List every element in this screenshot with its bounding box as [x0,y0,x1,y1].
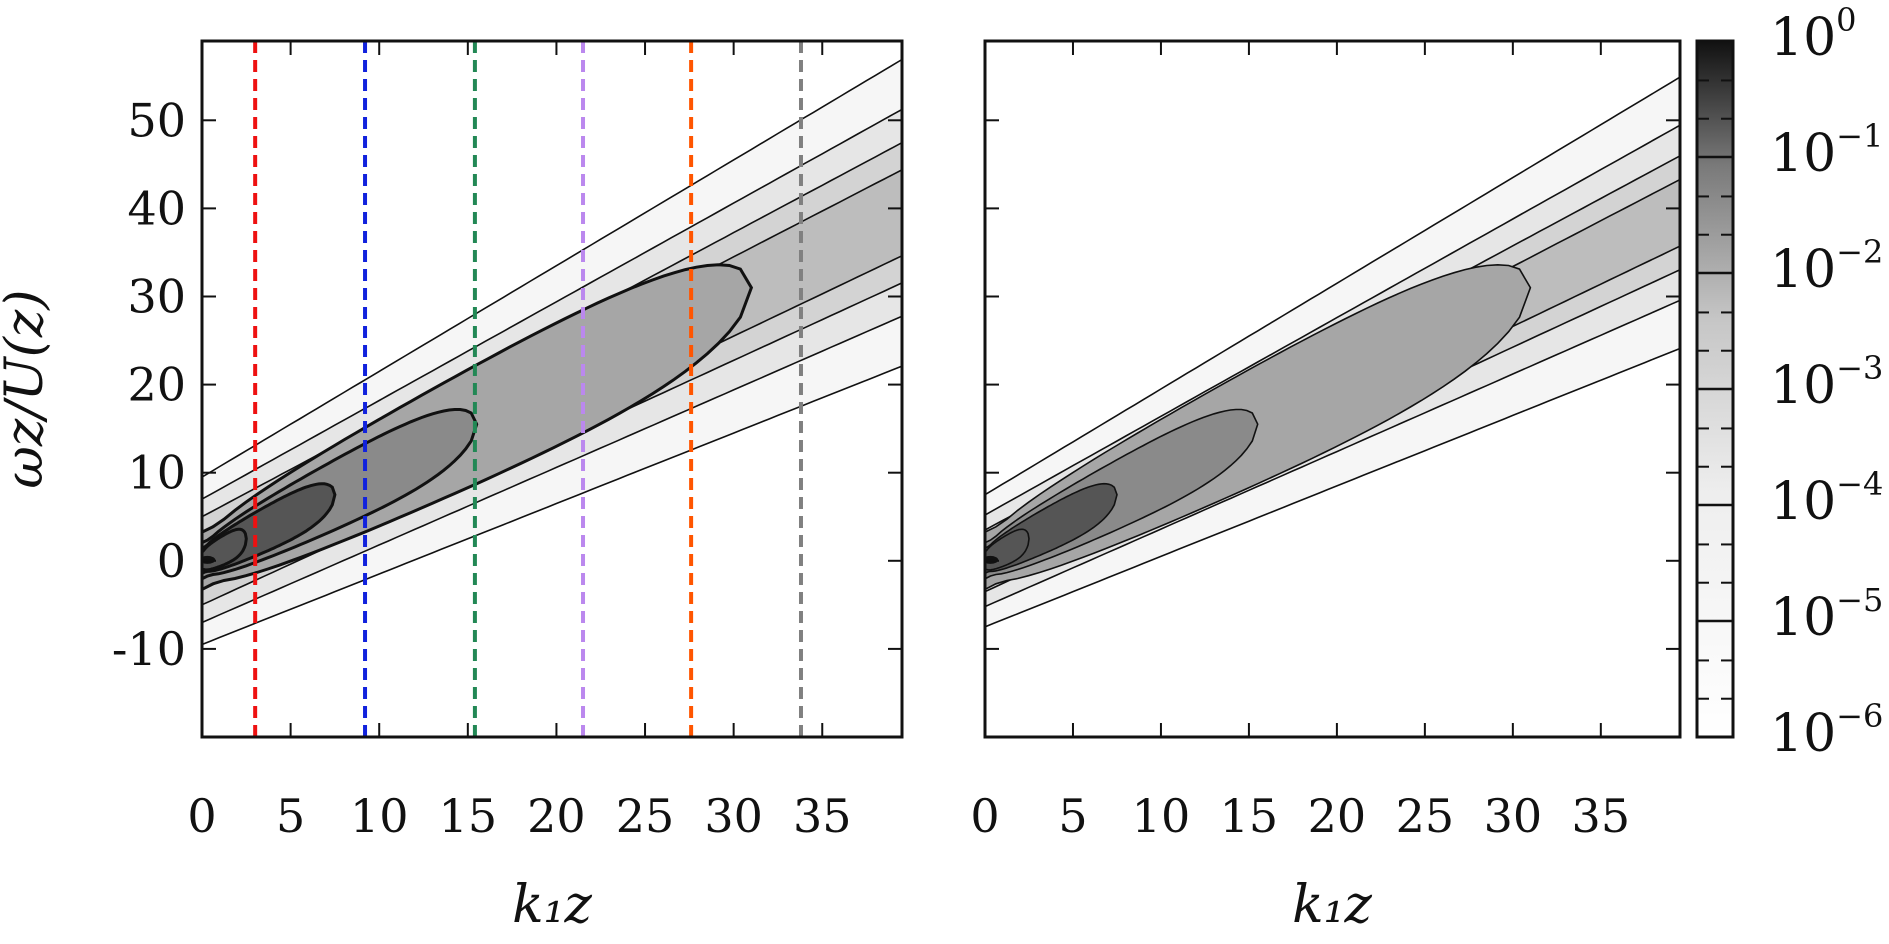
left-x-tick-label: 0 [187,789,216,843]
right-x-tick-label: 10 [1132,789,1191,843]
colorbar-tick-label: 10−3 [1770,349,1883,416]
left-panel: 0 5 10 15 20 25 30 35 50 40 30 20 10 0 -10 k₁z ωz/U(z… [0,39,904,935]
left-x-tick-label: 5 [276,789,305,843]
colorbar-tick-label: 10−1 [1770,117,1883,184]
right-x-axis-title: k₁z [1292,875,1372,935]
right-x-tick-label: 5 [1058,789,1087,843]
colorbar-tick-label: 10−2 [1770,233,1883,300]
left-x-tick-label: 30 [704,789,763,843]
right-x-tick-label: 35 [1572,789,1631,843]
colorbar-tick-label: 10−5 [1770,581,1883,648]
left-y-tick-label: -10 [112,622,186,676]
colorbar-tick-label: 10−6 [1770,697,1883,764]
left-y-tick-label: 50 [127,93,186,147]
colorbar-frame [1695,39,1735,739]
left-x-axis-title: k₁z [512,875,592,935]
right-y-ticks [985,119,1680,650]
right-x-tick-label: 30 [1484,789,1543,843]
left-y-axis-title: ωz/U(z) [0,289,55,488]
left-y-tick-label: 0 [157,534,186,588]
left-y-tick-label: 40 [127,181,186,235]
left-y-tick-label: 30 [127,269,186,323]
colorbar-tick-label: 100 [1770,1,1857,68]
right-x-tick-label: 20 [1308,789,1367,843]
left-x-tick-label: 35 [793,789,852,843]
left-x-tick-label: 15 [439,789,498,843]
right-heatmap [985,76,1680,628]
right-plot-frame [983,39,1682,739]
left-x-tick-label: 25 [616,789,675,843]
left-plot-frame [200,39,904,739]
colorbar-labels: 100 10−1 10−2 10−3 10−4 10−5 10−6 [1770,1,1883,764]
right-x-ticks: 0 5 10 15 20 25 30 35 [970,41,1630,843]
left-y-ticks: 50 40 30 20 10 0 -10 [112,93,902,676]
left-x-tick-label: 20 [527,789,586,843]
colorbar: 100 10−1 10−2 10−3 10−4 10−5 10−6 [1695,1,1883,764]
right-x-tick-label: 0 [970,789,999,843]
left-y-tick-label: 10 [127,446,186,500]
right-x-tick-label: 25 [1396,789,1455,843]
left-y-tick-label: 20 [127,358,186,412]
right-x-tick-label: 15 [1220,789,1279,843]
left-markers [253,41,803,737]
left-x-ticks: 0 5 10 15 20 25 30 35 [187,41,852,843]
left-heatmap [202,58,902,646]
left-x-tick-label: 10 [350,789,409,843]
right-panel: 0 5 10 15 20 25 30 35 k₁z [970,39,1682,935]
colorbar-tick-label: 10−4 [1770,465,1883,532]
